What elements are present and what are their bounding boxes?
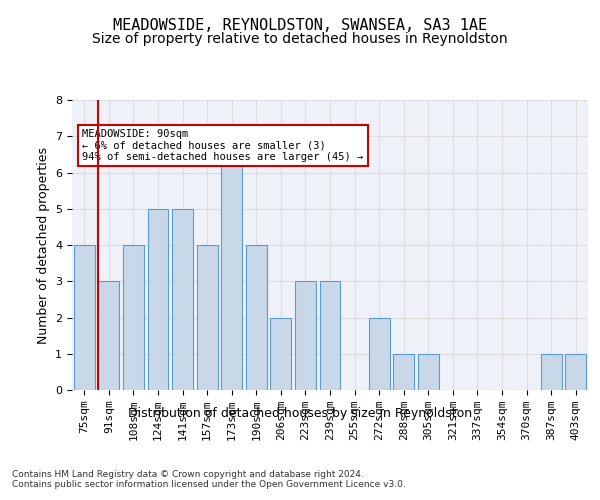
Bar xyxy=(541,354,562,390)
Bar xyxy=(393,354,414,390)
Bar xyxy=(295,281,316,390)
Text: MEADOWSIDE, REYNOLDSTON, SWANSEA, SA3 1AE: MEADOWSIDE, REYNOLDSTON, SWANSEA, SA3 1A… xyxy=(113,18,487,32)
Bar xyxy=(123,245,144,390)
Text: Contains HM Land Registry data © Crown copyright and database right 2024.
Contai: Contains HM Land Registry data © Crown c… xyxy=(12,470,406,490)
Bar xyxy=(565,354,586,390)
Bar xyxy=(98,281,119,390)
Bar xyxy=(148,209,169,390)
Text: MEADOWSIDE: 90sqm
← 6% of detached houses are smaller (3)
94% of semi-detached h: MEADOWSIDE: 90sqm ← 6% of detached house… xyxy=(82,129,364,162)
Bar xyxy=(74,245,95,390)
Bar xyxy=(197,245,218,390)
Bar xyxy=(418,354,439,390)
Bar xyxy=(271,318,292,390)
Bar xyxy=(221,136,242,390)
Bar xyxy=(172,209,193,390)
Bar xyxy=(320,281,340,390)
Bar xyxy=(368,318,389,390)
Bar xyxy=(246,245,267,390)
Text: Distribution of detached houses by size in Reynoldston: Distribution of detached houses by size … xyxy=(128,408,472,420)
Text: Size of property relative to detached houses in Reynoldston: Size of property relative to detached ho… xyxy=(92,32,508,46)
Y-axis label: Number of detached properties: Number of detached properties xyxy=(37,146,50,344)
